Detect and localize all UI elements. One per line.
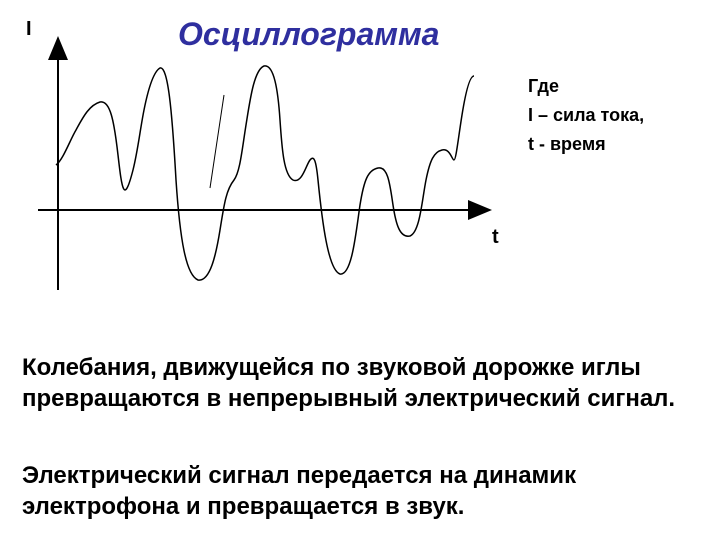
legend-block: Где I – сила тока, t - время [528,72,644,158]
oscillogram-chart [18,30,518,310]
legend-line: Где [528,72,644,101]
stray-stroke [210,95,224,188]
legend-line: t - время [528,130,644,159]
waveform-path [56,66,474,280]
paragraph-2: Электрический сигнал передается на динам… [22,460,710,522]
y-axis-label: I [26,18,32,41]
legend-line: I – сила тока, [528,101,644,130]
paragraph-1: Колебания, движущейся по звуковой дорожк… [22,352,710,414]
x-axis-label: t [492,226,499,249]
